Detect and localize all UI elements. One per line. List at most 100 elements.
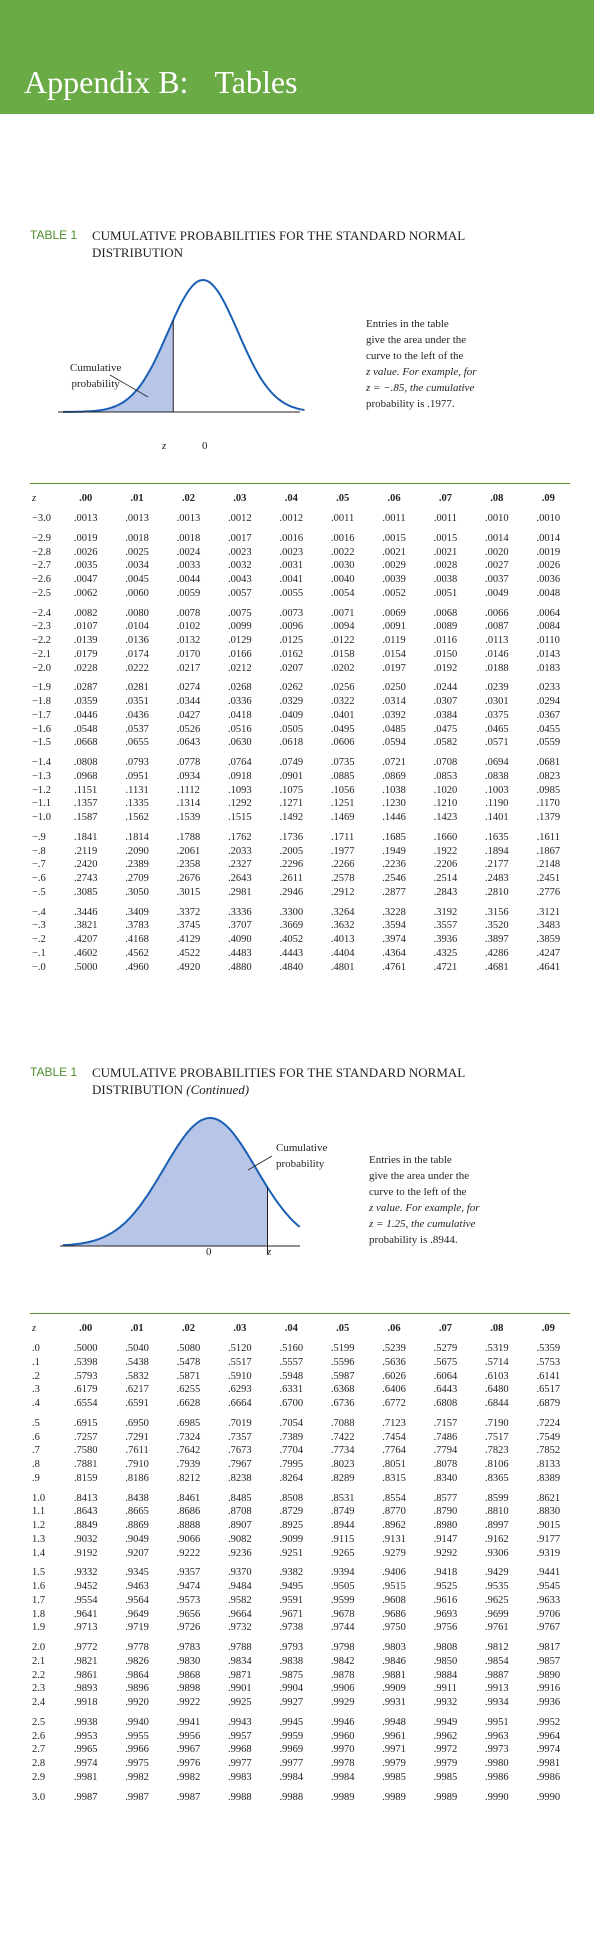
callout-leader-2 bbox=[247, 1155, 273, 1171]
probability-cell: .9678 bbox=[330, 1608, 355, 1620]
probability-cell: .9968 bbox=[228, 1744, 252, 1756]
probability-cell: .9625 bbox=[485, 1594, 509, 1606]
appendix-title-part-a: Appendix B: bbox=[24, 64, 189, 100]
probability-cell: .0985 bbox=[536, 784, 561, 796]
probability-cell: .9573 bbox=[176, 1594, 201, 1606]
probability-cell: .1539 bbox=[176, 812, 201, 823]
probability-cell: .9986 bbox=[485, 1771, 509, 1783]
probability-cell: .0143 bbox=[536, 648, 561, 660]
probability-cell: .2776 bbox=[536, 886, 561, 898]
probability-cell: .9515 bbox=[382, 1581, 406, 1592]
probability-cell: .0594 bbox=[382, 737, 406, 749]
probability-cell: .9641 bbox=[73, 1608, 98, 1620]
probability-cell: .9981 bbox=[536, 1758, 561, 1769]
probability-cell: .4880 bbox=[228, 961, 252, 973]
probability-cell: .2389 bbox=[125, 859, 149, 871]
table1c-note: Entries in the table give the area under… bbox=[369, 1152, 549, 1248]
probability-cell: .0035 bbox=[73, 560, 98, 572]
note1-line-2: give the area under the bbox=[366, 334, 467, 346]
table-row: 2.8 .9974 .9975 .9976 .9977 .9977 .9978 .9979 .9… bbox=[28, 1757, 574, 1771]
probability-cell: .1762 bbox=[228, 831, 252, 843]
probability-cell: .6915 bbox=[73, 1417, 98, 1429]
probability-cell: .1867 bbox=[536, 845, 561, 857]
probability-cell: .6517 bbox=[536, 1384, 561, 1396]
cumulative-area-right bbox=[62, 1118, 268, 1246]
probability-cell: .9979 bbox=[433, 1758, 458, 1769]
probability-cell: .3336 bbox=[228, 906, 252, 918]
probability-cell: .8944 bbox=[330, 1520, 355, 1531]
probability-cell: .5948 bbox=[279, 1370, 304, 1382]
probability-cell: .9554 bbox=[73, 1594, 98, 1606]
probability-cell: .1711 bbox=[331, 831, 355, 843]
probability-cell: .0951 bbox=[125, 770, 149, 782]
zero-axis-label-2: 0 bbox=[206, 1246, 212, 1258]
probability-cell: .2236 bbox=[382, 859, 406, 871]
probability-cell: .0064 bbox=[536, 607, 561, 619]
probability-cell: .8485 bbox=[228, 1492, 252, 1504]
probability-cell: .0262 bbox=[279, 682, 304, 694]
figure-right-tail: Cumulative probability 0 z Entries in th… bbox=[0, 1098, 594, 1296]
probability-cell: .1251 bbox=[330, 798, 355, 810]
probability-cell: .6293 bbox=[228, 1384, 252, 1396]
probability-cell: .9582 bbox=[228, 1594, 252, 1606]
figure-left-tail: Cumulative probability z 0 Entries in th… bbox=[0, 262, 594, 462]
table1-positive-z: z .00 .01 .02 .03 .04 .05 .06 .07 .08 .09 .0 .5000.… bbox=[28, 1314, 574, 1804]
probability-cell: .9931 bbox=[382, 1697, 406, 1708]
probability-cell: .9985 bbox=[433, 1771, 458, 1783]
probability-cell: .6808 bbox=[433, 1398, 458, 1409]
probability-cell: .0764 bbox=[228, 757, 252, 768]
probability-cell: .7454 bbox=[382, 1431, 406, 1443]
probability-cell: .0116 bbox=[433, 635, 458, 646]
probability-cell: .0485 bbox=[382, 723, 406, 735]
probability-cell: .0013 bbox=[73, 513, 98, 524]
probability-cell: .0044 bbox=[176, 574, 201, 585]
probability-cell: .0359 bbox=[73, 696, 98, 707]
probability-cell: .9854 bbox=[485, 1655, 509, 1667]
probability-cell: .2033 bbox=[228, 845, 252, 857]
probability-cell: .4247 bbox=[536, 947, 561, 959]
probability-cell: .0170 bbox=[176, 648, 201, 660]
probability-cell: .0051 bbox=[433, 587, 458, 599]
probability-cell: .0202 bbox=[330, 662, 355, 674]
probability-cell: .8749 bbox=[330, 1506, 355, 1518]
probability-cell: .7673 bbox=[228, 1445, 252, 1457]
column-header: .05 bbox=[336, 492, 350, 504]
probability-cell: .0516 bbox=[228, 723, 252, 735]
probability-cell: .0606 bbox=[330, 737, 355, 749]
probability-cell: .9948 bbox=[382, 1716, 406, 1728]
probability-cell: .0793 bbox=[125, 757, 149, 768]
z-value-cell: −.3 bbox=[32, 920, 46, 932]
table-row: 1.5 .9332 .9345 .9357 .9370 .9382 .9394 .9406 .9… bbox=[28, 1566, 574, 1580]
table-row: −.7 .2420 .2389 .2358 .2327 .2296 .2266 .2236 .2… bbox=[28, 858, 574, 872]
probability-cell: .9974 bbox=[73, 1758, 98, 1769]
probability-cell: .0630 bbox=[228, 737, 252, 749]
probability-cell: .9966 bbox=[125, 1744, 149, 1756]
normal-curve-figure-2 bbox=[60, 1117, 301, 1254]
table-row: .0 .5000 .5040 .5080 .5120 .5160 .5199 .5239 .52… bbox=[28, 1342, 574, 1356]
probability-cell: .1075 bbox=[279, 784, 304, 796]
probability-cell: .7852 bbox=[536, 1445, 561, 1457]
probability-cell: .0582 bbox=[433, 737, 458, 749]
probability-cell: .0222 bbox=[125, 662, 149, 674]
probability-cell: .9788 bbox=[228, 1642, 252, 1653]
probability-cell: .9941 bbox=[176, 1716, 201, 1728]
probability-cell: .0014 bbox=[485, 532, 509, 544]
probability-cell: .3707 bbox=[228, 920, 252, 932]
probability-cell: .9943 bbox=[228, 1716, 252, 1728]
z-value-cell: −1.5 bbox=[32, 737, 52, 749]
probability-cell: .9916 bbox=[536, 1683, 561, 1695]
column-header: .06 bbox=[387, 492, 401, 504]
probability-cell: .0392 bbox=[382, 709, 406, 721]
table1-negative-z: z .00 .01 .02 .03 .04 .05 .06 .07 .08 .09 −3.0 .001… bbox=[28, 484, 574, 974]
probability-cell: .0014 bbox=[536, 532, 561, 544]
probability-cell: .0010 bbox=[485, 513, 509, 524]
probability-cell: .2148 bbox=[536, 859, 561, 871]
probability-cell: .2514 bbox=[433, 873, 458, 884]
probability-cell: .0066 bbox=[485, 607, 509, 619]
probability-cell: .1562 bbox=[125, 812, 149, 823]
table-row: 2.0 .9772 .9778 .9783 .9788 .9793 .9798 .9803 .9… bbox=[28, 1641, 574, 1655]
z-value-cell: −1.9 bbox=[32, 682, 52, 694]
probability-cell: .3745 bbox=[176, 920, 201, 932]
probability-cell: .4404 bbox=[330, 947, 355, 959]
probability-cell: .3594 bbox=[382, 920, 406, 932]
